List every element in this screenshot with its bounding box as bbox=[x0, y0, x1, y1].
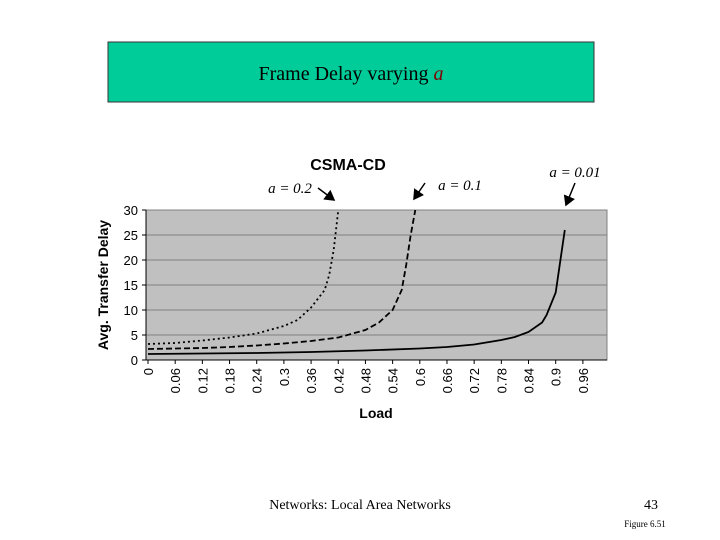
x-tick-label: 0.18 bbox=[223, 368, 238, 393]
y-tick-label: 10 bbox=[124, 303, 138, 318]
x-tick-label: 0.24 bbox=[250, 368, 265, 393]
y-tick-label: 20 bbox=[124, 253, 138, 268]
plot: 0 5 10 15 20 25 30 0 0.06 0.12 0.18 0.24 0.3 0.36 0.42… bbox=[124, 203, 608, 393]
x-tick-label: 0.3 bbox=[277, 368, 292, 386]
title-emphasis: a bbox=[433, 63, 443, 85]
figure-label: Figure 6.51 bbox=[624, 519, 666, 529]
x-tick-label: 0.36 bbox=[304, 368, 319, 393]
title-text: Frame Delay varying bbox=[259, 63, 429, 85]
footer: Networks: Local Area Networks bbox=[269, 498, 451, 513]
x-tick-label: 0.66 bbox=[440, 368, 455, 393]
x-tick-label: 0.54 bbox=[386, 368, 401, 393]
x-tick-label: 0.96 bbox=[576, 368, 591, 393]
arrow bbox=[413, 182, 426, 201]
x-tick-label: 0.72 bbox=[467, 368, 482, 393]
x-tick-label: 0.78 bbox=[494, 368, 509, 393]
series-line bbox=[147, 209, 417, 350]
x-tick-label: 0 bbox=[141, 368, 156, 375]
x-tick-label: 0.12 bbox=[195, 368, 210, 393]
y-tick-label: 30 bbox=[124, 203, 138, 218]
y-tick-label: 0 bbox=[131, 353, 138, 368]
y-tick-label: 15 bbox=[124, 278, 138, 293]
x-tick-label: 0.42 bbox=[331, 368, 346, 393]
page-number: 43 bbox=[644, 498, 658, 513]
annotation: a = 0.01 bbox=[549, 165, 600, 181]
x-tick-label: 0.84 bbox=[522, 368, 537, 393]
y-axis-label: Avg. Transfer Delay bbox=[95, 220, 111, 350]
x-tick-label: 0.06 bbox=[168, 368, 183, 393]
title-box bbox=[107, 41, 595, 103]
arrow bbox=[317, 187, 336, 201]
annotation: a = 0.1 bbox=[438, 178, 482, 194]
x-axis-label: Load bbox=[359, 405, 392, 421]
series-line bbox=[147, 229, 566, 355]
y-tick-label: 25 bbox=[124, 228, 138, 243]
annotation: a = 0.2 bbox=[268, 181, 312, 197]
x-tick-label: 0.9 bbox=[549, 368, 564, 386]
x-tick-label: 0.6 bbox=[413, 368, 428, 386]
slide-title: Frame Delay varying a bbox=[259, 63, 444, 85]
y-tick-label: 5 bbox=[131, 328, 138, 343]
arrow bbox=[563, 182, 576, 207]
x-tick-label: 0.48 bbox=[358, 368, 373, 393]
chart-title: CSMA-CD bbox=[310, 157, 386, 174]
